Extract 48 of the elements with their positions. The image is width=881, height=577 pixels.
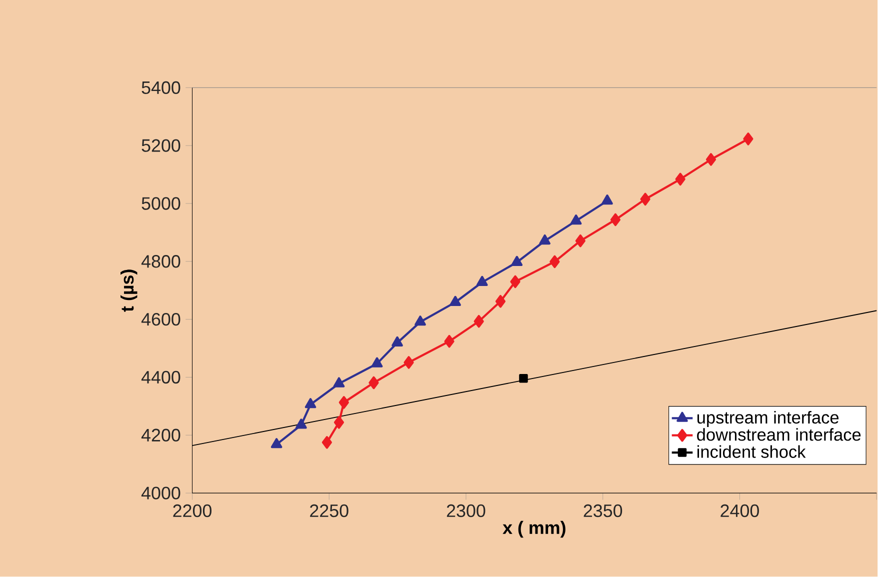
legend-label: upstream interface <box>697 411 839 428</box>
point <box>338 396 349 409</box>
point <box>414 316 426 326</box>
point <box>743 132 754 146</box>
y-tick-label: 4200 <box>141 428 180 442</box>
y-tick-label: 4000 <box>141 486 180 500</box>
legend-label: downstream interface <box>697 428 861 441</box>
point <box>602 194 613 205</box>
point <box>495 295 506 308</box>
point <box>675 172 686 186</box>
point <box>706 153 716 166</box>
point <box>296 418 307 429</box>
point <box>476 276 488 286</box>
y-tick-label: 4400 <box>141 371 180 384</box>
point <box>450 296 461 306</box>
x-tick-label: 2400 <box>720 504 759 518</box>
point <box>371 357 383 368</box>
point <box>510 275 520 288</box>
point <box>511 256 523 266</box>
point <box>519 374 528 383</box>
point <box>570 214 582 225</box>
y-tick-label: 5000 <box>142 197 180 210</box>
legend-label: incident shock <box>697 445 806 458</box>
point <box>575 234 586 248</box>
point <box>640 192 650 206</box>
point <box>333 377 345 388</box>
x-tick-label: 2200 <box>173 504 212 518</box>
point <box>322 436 332 449</box>
point <box>474 315 484 328</box>
point <box>444 335 454 348</box>
point <box>334 416 344 429</box>
point <box>610 213 620 226</box>
y-tick-label: 5400 <box>142 81 180 94</box>
x-tick-label: 2250 <box>310 504 348 518</box>
point <box>270 438 282 448</box>
y-tick-label: 5200 <box>142 139 180 152</box>
point <box>304 398 316 408</box>
point <box>404 356 414 369</box>
x-tick-label: 2300 <box>446 504 486 518</box>
y-tick-label: 4800 <box>141 255 180 268</box>
point <box>392 336 403 347</box>
point <box>368 376 379 390</box>
x-tick-label: 2350 <box>584 504 622 518</box>
point <box>550 255 560 268</box>
y-tick-label: 4600 <box>141 313 180 326</box>
point <box>539 234 550 245</box>
x-axis-title: x ( mm) <box>502 521 566 538</box>
y-axis-title: t (µs) <box>120 270 138 312</box>
